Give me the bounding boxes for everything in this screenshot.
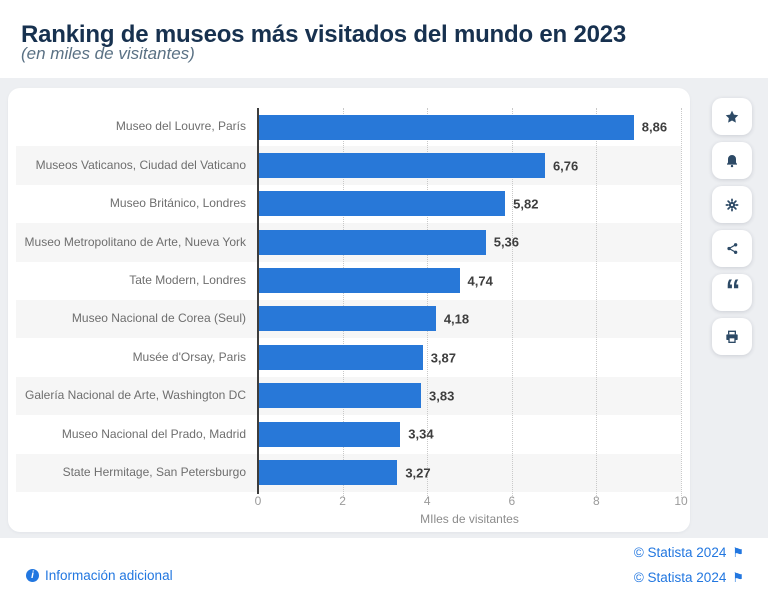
- copyright-text: © Statista 2024: [633, 570, 727, 585]
- chart-row: Galería Nacional de Arte, Washington DC …: [16, 377, 681, 415]
- chart-row: Musée d'Orsay, Paris 3,87: [16, 338, 681, 376]
- bar[interactable]: [259, 152, 545, 178]
- bar[interactable]: [259, 191, 506, 217]
- gridline: [511, 108, 513, 498]
- bar-value: 4,74: [467, 273, 493, 289]
- bell-icon: [724, 153, 740, 169]
- bar[interactable]: [259, 344, 423, 370]
- x-tick: 0: [254, 494, 262, 508]
- category-label: Museos Vaticanos, Ciudad del Vaticano: [35, 157, 246, 172]
- share-icon: [725, 241, 740, 256]
- category-label: State Hermitage, San Petersburgo: [62, 464, 246, 479]
- category-label: Museo Nacional de Corea (Seul): [71, 311, 246, 326]
- category-label: Galería Nacional de Arte, Washington DC: [25, 388, 246, 403]
- gridline: [427, 108, 429, 498]
- bar-rows: Museo del Louvre, París 8,86 Museos Vati…: [16, 108, 681, 492]
- flag-icon: ⚑: [732, 570, 744, 585]
- chart-row: Museos Vaticanos, Ciudad del Vaticano 6,…: [16, 146, 681, 184]
- favorite-button[interactable]: [712, 98, 752, 135]
- printer-icon: [724, 329, 740, 345]
- print-button[interactable]: [712, 318, 752, 355]
- x-tick: 10: [674, 494, 688, 508]
- chart-card: Museo del Louvre, París 8,86 Museos Vati…: [8, 88, 690, 532]
- bar-value: 3,27: [405, 465, 431, 481]
- category-label: Museo Nacional del Prado, Madrid: [61, 426, 246, 441]
- gear-icon: [724, 197, 740, 213]
- additional-info-link[interactable]: i Información adicional: [26, 568, 173, 583]
- bar-value: 3,83: [429, 388, 455, 404]
- y-axis-line: [257, 108, 259, 494]
- settings-button[interactable]: [712, 186, 752, 223]
- category-label: Tate Modern, Londres: [129, 272, 246, 287]
- info-link-text: Información adicional: [45, 568, 173, 583]
- bar[interactable]: [259, 460, 398, 486]
- page-subtitle: (en miles de visitantes): [21, 44, 195, 63]
- x-tick: 4: [423, 494, 431, 508]
- chart-row: Museo Británico, Londres 5,82: [16, 185, 681, 223]
- bar-value: 4,18: [443, 311, 470, 327]
- flag-icon: ⚑: [732, 545, 744, 560]
- bar-value: 5,82: [513, 196, 539, 212]
- chart-row: Museo Metropolitano de Arte, Nueva York …: [16, 223, 681, 261]
- category-label: Museo Metropolitano de Arte, Nueva York: [24, 234, 246, 249]
- bar[interactable]: [259, 306, 436, 332]
- alerts-button[interactable]: [712, 142, 752, 179]
- x-tick: 2: [339, 494, 346, 508]
- category-label: Musée d'Orsay, Paris: [132, 349, 246, 364]
- bar[interactable]: [259, 421, 401, 447]
- plot-grid: [257, 108, 682, 498]
- chart-toolbar: “: [712, 98, 752, 362]
- bar[interactable]: [259, 114, 634, 140]
- category-label: Museo del Louvre, París: [115, 119, 246, 134]
- bar-value: 5,36: [493, 234, 520, 250]
- cite-button[interactable]: “: [712, 274, 752, 311]
- star-icon: [724, 109, 740, 125]
- footer-row2: i Información adicional © Statista 2024 ⚑: [0, 568, 768, 594]
- share-button[interactable]: [712, 230, 752, 267]
- chart-row: Museo Nacional del Prado, Madrid 3,34: [16, 415, 681, 453]
- x-axis-ticks: 0 2 4 6 8 10: [254, 494, 688, 508]
- bar-value: 6,76: [552, 158, 579, 174]
- chart-row: Museo del Louvre, París 8,86: [16, 108, 681, 146]
- quote-icon: “: [725, 273, 741, 307]
- category-label: Museo Británico, Londres: [109, 196, 246, 211]
- gridline: [596, 108, 598, 498]
- bar-value: 8,86: [641, 119, 668, 135]
- footer-bar: © Statista 2024 ⚑ i Información adicional…: [0, 538, 768, 594]
- page-title: Ranking de museos más visitados del mund…: [21, 21, 627, 49]
- gridline: [342, 108, 344, 498]
- info-icon: i: [26, 569, 39, 582]
- x-tick: 6: [508, 494, 516, 508]
- x-axis-label: MIles de visitantes: [420, 512, 519, 526]
- copyright-text: © Statista 2024: [633, 545, 727, 560]
- statista-copyright-link[interactable]: © Statista 2024 ⚑: [634, 545, 744, 561]
- gridline: [681, 108, 682, 498]
- statista-copyright-link-2[interactable]: © Statista 2024 ⚑: [634, 570, 744, 586]
- bar[interactable]: [259, 229, 486, 255]
- chart-row: Museo Nacional de Corea (Seul) 4,18: [16, 300, 681, 338]
- bar-value: 3,34: [408, 426, 434, 442]
- bar-value: 3,87: [430, 350, 456, 366]
- chart-row: Tate Modern, Londres 4,74: [16, 262, 681, 300]
- x-tick: 8: [593, 494, 600, 508]
- bar[interactable]: [259, 268, 460, 294]
- chart-area: Museo del Louvre, París 8,86 Museos Vati…: [16, 108, 682, 498]
- chart-row: State Hermitage, San Petersburgo 3,27: [16, 454, 681, 492]
- bar[interactable]: [259, 383, 421, 409]
